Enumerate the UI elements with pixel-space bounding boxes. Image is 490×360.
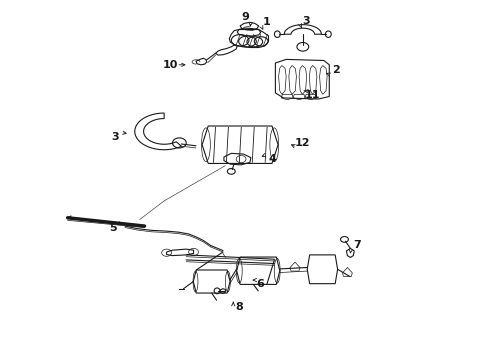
Text: 12: 12	[295, 138, 311, 148]
Text: 11: 11	[305, 90, 320, 100]
Text: 1: 1	[263, 17, 271, 27]
Text: 7: 7	[353, 240, 361, 250]
Text: 6: 6	[256, 279, 264, 289]
Text: 3: 3	[111, 132, 119, 142]
Text: 10: 10	[163, 60, 178, 70]
Text: 3: 3	[302, 15, 310, 26]
Text: 4: 4	[268, 154, 276, 164]
Text: 9: 9	[241, 12, 249, 22]
Text: 5: 5	[109, 222, 117, 233]
Text: 8: 8	[235, 302, 243, 312]
Text: 2: 2	[332, 65, 340, 75]
